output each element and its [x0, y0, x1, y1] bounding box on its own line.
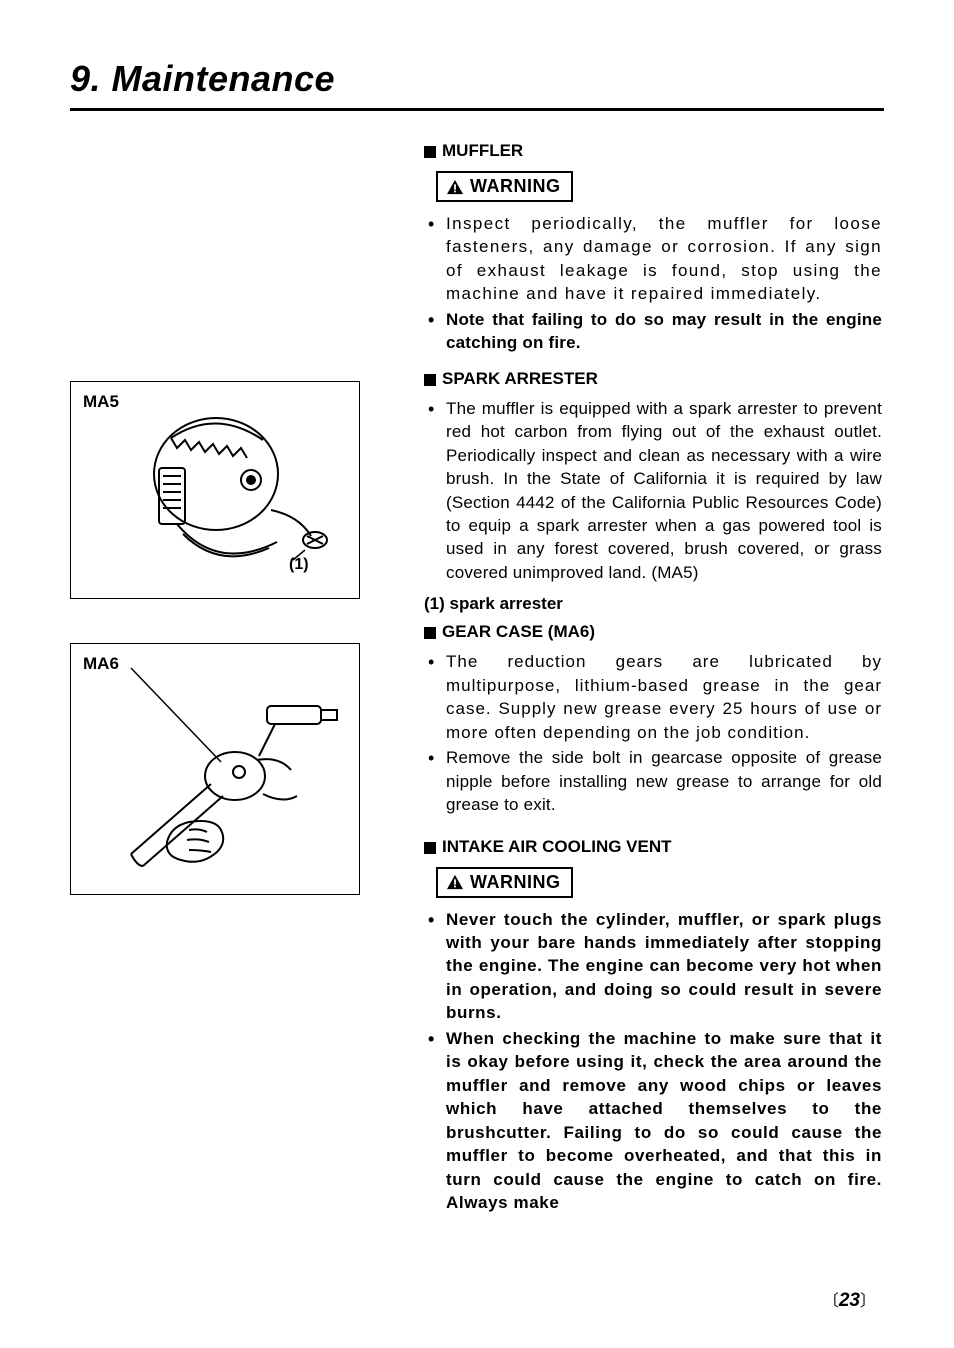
warning-triangle-icon [446, 874, 464, 890]
engine-illustration-icon [71, 382, 361, 600]
muffler-list: Inspect periodically, the muffler for lo… [424, 212, 882, 355]
list-item: Note that failing to do so may result in… [424, 308, 882, 355]
section-title: MUFFLER [442, 141, 523, 161]
chapter-title: 9. Maintenance [70, 58, 884, 100]
list-item: Never touch the cylinder, muffler, or sp… [424, 908, 882, 1025]
gearcase-illustration-icon [71, 644, 361, 896]
square-bullet-icon [424, 374, 436, 386]
section-title: INTAKE AIR COOLING VENT [442, 837, 672, 857]
warning-label: WARNING [470, 872, 561, 893]
callout-legend: (1) spark arrester [424, 594, 882, 614]
square-bullet-icon [424, 146, 436, 158]
list-item: Inspect periodically, the muffler for lo… [424, 212, 882, 306]
list-item: Remove the side bolt in gearcase opposit… [424, 746, 882, 816]
warning-triangle-icon [446, 179, 464, 195]
section-title: SPARK ARRESTER [442, 369, 598, 389]
list-item: The reduction gears are lubricated by mu… [424, 650, 882, 744]
page: 9. Maintenance MA5 [0, 0, 954, 1348]
warning-label: WARNING [470, 176, 561, 197]
square-bullet-icon [424, 627, 436, 639]
page-number-value: 23 [839, 1290, 860, 1311]
columns: MA5 [70, 139, 884, 1216]
right-column: MUFFLER WARNING Inspect periodically, th… [424, 139, 884, 1216]
gear-case-list: The reduction gears are lubricated by mu… [424, 650, 882, 816]
left-column: MA5 [70, 139, 400, 1216]
spark-arrester-list: The muffler is equipped with a spark arr… [424, 397, 882, 585]
section-heading-intake-air: INTAKE AIR COOLING VENT [424, 837, 882, 857]
section-heading-gear-case: GEAR CASE (MA6) [424, 622, 882, 642]
list-item: When checking the machine to make sure t… [424, 1027, 882, 1215]
square-bullet-icon [424, 842, 436, 854]
list-item: The muffler is equipped with a spark arr… [424, 397, 882, 585]
figure-ma6: MA6 [70, 643, 360, 895]
title-rule [70, 108, 884, 111]
bracket-close: 〕 [860, 1293, 876, 1310]
warning-box: WARNING [436, 171, 573, 202]
page-number: 〔23〕 [823, 1287, 876, 1312]
bracket-open: 〔 [823, 1293, 839, 1310]
section-title: GEAR CASE (MA6) [442, 622, 595, 642]
figure-callout: (1) [289, 556, 309, 574]
figure-ma5: MA5 [70, 381, 360, 599]
warning-box: WARNING [436, 867, 573, 898]
section-heading-muffler: MUFFLER [424, 141, 882, 161]
intake-air-list: Never touch the cylinder, muffler, or sp… [424, 908, 882, 1215]
section-heading-spark-arrester: SPARK ARRESTER [424, 369, 882, 389]
